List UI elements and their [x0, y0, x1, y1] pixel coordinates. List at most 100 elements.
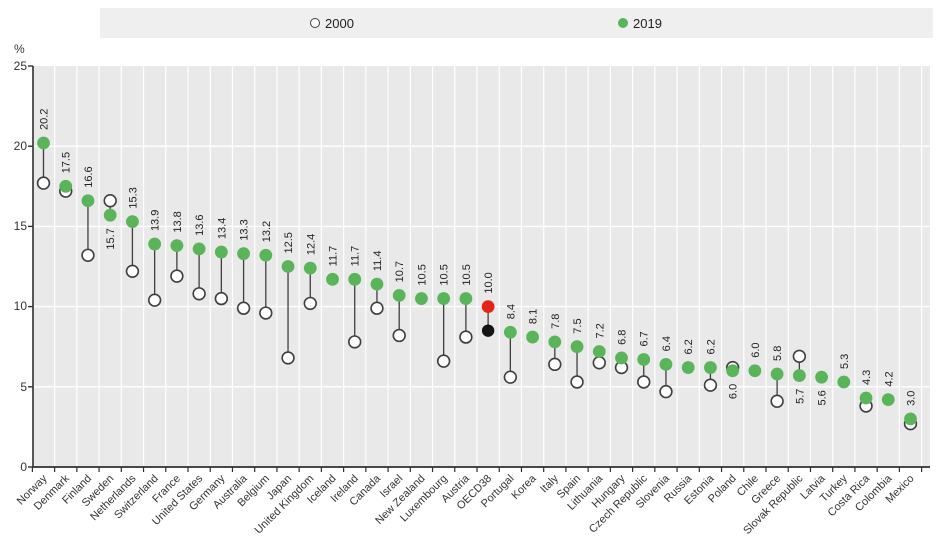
dot-2000-lithuania — [592, 356, 606, 370]
dot-2000-austria — [459, 330, 473, 344]
y-axis-tick-label-10: 10 — [13, 299, 27, 313]
dot-2000-netherlands — [125, 264, 140, 279]
x-axis-label-korea: Korea — [509, 472, 539, 502]
dot-2019-portugal — [503, 325, 517, 339]
dot-2000-japan — [281, 351, 295, 365]
dot-2019-estonia — [704, 361, 717, 374]
open-circle-icon — [310, 18, 320, 28]
dot-2019-czech-republic — [637, 353, 651, 366]
dot-2019-mexico — [904, 412, 917, 426]
value-label-oecd38: 10.0 — [483, 272, 495, 293]
value-label-italy: 7.8 — [550, 314, 562, 329]
dot-2019-poland — [726, 364, 740, 378]
value-label-costa-rica: 4.3 — [861, 370, 873, 385]
dot-2019-japan — [281, 260, 295, 273]
value-label-colombia: 4.2 — [883, 371, 895, 386]
dot-2000-israel — [392, 328, 406, 343]
dot-2000-spain — [570, 375, 584, 389]
dot-2019-greece — [770, 367, 784, 381]
value-label-norway: 20.2 — [39, 109, 51, 130]
legend-item-2000: 2000 — [310, 8, 354, 38]
dot-2000-oecd38 — [481, 324, 495, 337]
dot-2000-canada — [370, 301, 384, 315]
dot-2019-oecd38 — [481, 300, 495, 313]
value-label-russia: 6.2 — [683, 339, 695, 354]
value-label-united-states: 13.6 — [194, 214, 206, 235]
value-label-lithuania: 7.2 — [594, 323, 606, 338]
value-label-luxembourg: 10.5 — [439, 264, 451, 285]
value-label-czech-republic: 6.7 — [639, 331, 651, 346]
value-label-austria: 10.5 — [461, 264, 473, 285]
dot-2000-estonia — [703, 378, 718, 392]
value-label-poland: 6.0 — [728, 384, 740, 399]
dot-2019-costa-rica — [859, 391, 873, 405]
dot-2000-germany — [214, 291, 229, 306]
dot-2000-australia — [236, 301, 251, 315]
dot-2000-luxembourg — [436, 354, 451, 368]
dot-2019-canada — [370, 277, 384, 291]
value-label-latvia: 5.6 — [817, 390, 829, 405]
value-label-greece: 5.8 — [772, 346, 784, 361]
value-label-portugal: 8.4 — [505, 304, 517, 319]
dot-2019-colombia — [881, 393, 895, 407]
dot-2019-germany — [214, 245, 228, 259]
dot-2019-slovak-republic — [792, 369, 806, 382]
dot-2019-austria — [459, 292, 473, 305]
dot-2000-united-states — [192, 287, 206, 301]
dot-2000-portugal — [503, 370, 518, 384]
dot-2019-switzerland — [148, 237, 162, 251]
dot-2019-new-zealand — [415, 292, 428, 305]
dot-2019-netherlands — [126, 215, 139, 228]
dot-2000-italy — [548, 357, 562, 372]
dot-2019-italy — [548, 335, 562, 349]
dot-2019-korea — [526, 330, 539, 344]
dot-2000-france — [170, 269, 184, 283]
legend-item-2019: 2019 — [618, 8, 662, 38]
filled-circle-icon — [618, 18, 628, 28]
dot-2019-belgium — [259, 248, 273, 262]
value-label-spain: 7.5 — [572, 318, 584, 333]
value-label-slovenia: 6.4 — [661, 336, 673, 351]
dot-2000-ireland — [348, 335, 362, 349]
value-label-mexico: 3.0 — [906, 391, 918, 406]
dot-2019-luxembourg — [437, 292, 451, 305]
y-axis-tick-label-25: 25 — [13, 59, 27, 73]
value-label-united-kingdom: 12.4 — [305, 234, 317, 255]
value-label-sweden: 15.7 — [105, 228, 117, 249]
value-label-slovak-republic: 5.7 — [794, 389, 806, 404]
value-label-finland: 16.6 — [83, 166, 95, 187]
value-label-france: 13.8 — [172, 211, 184, 232]
value-label-australia: 13.3 — [239, 219, 251, 240]
value-label-turkey: 5.3 — [839, 354, 851, 369]
dot-2019-turkey — [837, 375, 851, 389]
y-axis-tick-label-15: 15 — [13, 219, 27, 233]
value-label-israel: 10.7 — [394, 261, 406, 282]
value-label-new-zealand: 10.5 — [416, 264, 428, 285]
dot-2019-denmark — [59, 179, 73, 193]
value-label-denmark: 17.5 — [61, 152, 73, 173]
legend-2019-label: 2019 — [633, 15, 662, 31]
value-label-iceland: 11.7 — [328, 246, 340, 267]
dot-2019-australia — [237, 247, 250, 261]
value-label-ireland: 11.7 — [350, 246, 362, 267]
y-axis-unit-label: % — [14, 42, 25, 56]
value-label-japan: 12.5 — [283, 232, 295, 253]
dot-2019-chile — [748, 364, 762, 378]
value-label-netherlands: 15.3 — [127, 187, 139, 208]
dot-2000-czech-republic — [637, 375, 651, 389]
dot-2019-norway — [37, 136, 50, 150]
dot-2000-slovak-republic — [792, 349, 807, 364]
value-label-switzerland: 13.9 — [150, 210, 162, 231]
dot-2019-russia — [681, 361, 695, 374]
dot-2000-sweden — [103, 194, 117, 208]
dot-2000-norway — [36, 176, 51, 190]
value-label-hungary: 6.8 — [617, 330, 629, 345]
dot-2000-switzerland — [147, 293, 162, 307]
dot-2019-sweden — [103, 208, 117, 222]
dot-2000-united-kingdom — [303, 296, 317, 311]
dot-2019-spain — [570, 340, 584, 354]
legend-2000-label: 2000 — [325, 15, 354, 31]
dot-2019-iceland — [326, 272, 339, 286]
